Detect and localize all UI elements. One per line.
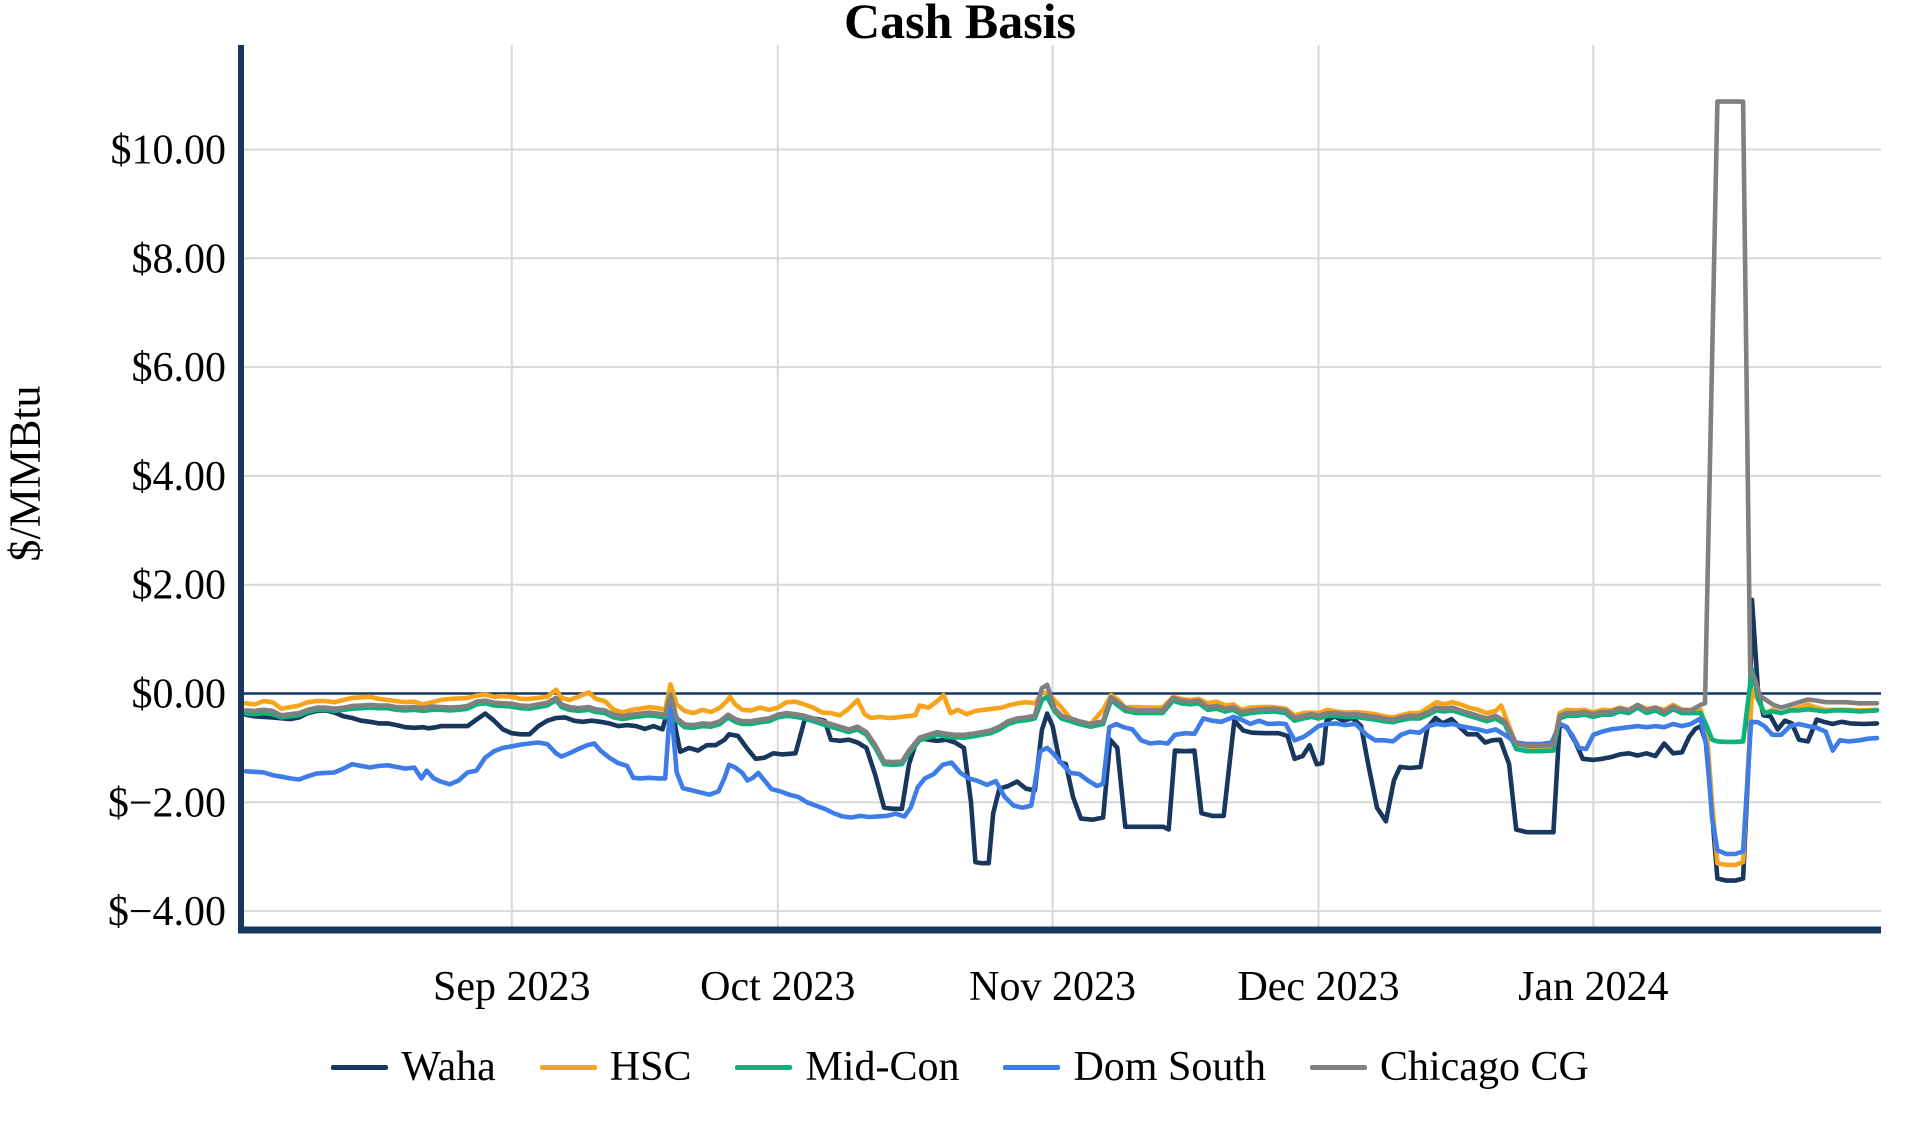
y-axis-title: $/MMBtu (0, 385, 50, 562)
y-tick-label: $6.00 (132, 345, 227, 391)
legend-item-dom-south: Dom South (1003, 1046, 1266, 1088)
legend-item-hsc: HSC (539, 1044, 692, 1090)
legend-label: Dom South (1073, 1044, 1266, 1090)
y-tick-label: $0.00 (132, 672, 227, 718)
legend-item-chicago-cg: Chicago CG (1310, 1046, 1589, 1088)
series-line-waha (243, 597, 1880, 883)
legend-label: Waha (401, 1044, 496, 1090)
legend-label: HSC (609, 1044, 692, 1090)
legend: Waha HSC Mid-Con Dom South Chicago CG (0, 1046, 1920, 1088)
x-tick-label: Nov 2023 (969, 964, 1136, 1010)
legend-swatch (735, 1064, 793, 1070)
series-line-dom-south (243, 699, 1880, 857)
y-tick-label: $10.00 (111, 128, 227, 174)
x-tick-label: Dec 2023 (1237, 964, 1399, 1010)
y-tick-label: $4.00 (132, 454, 227, 500)
series-line-chicago-cg (243, 99, 1880, 765)
legend-label: Chicago CG (1380, 1044, 1589, 1090)
legend-item-mid-con: Mid-Con (735, 1046, 959, 1088)
legend-swatch (331, 1064, 389, 1070)
y-tick-label: $−4.00 (108, 889, 226, 935)
chart-title: Cash Basis (843, 0, 1077, 49)
x-tick-label: Oct 2023 (700, 964, 855, 1010)
x-tick-label: Jan 2024 (1518, 964, 1669, 1010)
y-tick-label: $−2.00 (108, 780, 226, 826)
legend-label: Mid-Con (805, 1044, 960, 1090)
legend-swatch (539, 1064, 597, 1070)
y-tick-label: $8.00 (132, 236, 227, 282)
legend-swatch (1003, 1064, 1061, 1070)
legend-item-waha: Waha (331, 1046, 496, 1088)
legend-swatch (1310, 1064, 1367, 1070)
y-tick-label: $2.00 (132, 563, 227, 609)
x-tick-label: Sep 2023 (433, 964, 591, 1010)
